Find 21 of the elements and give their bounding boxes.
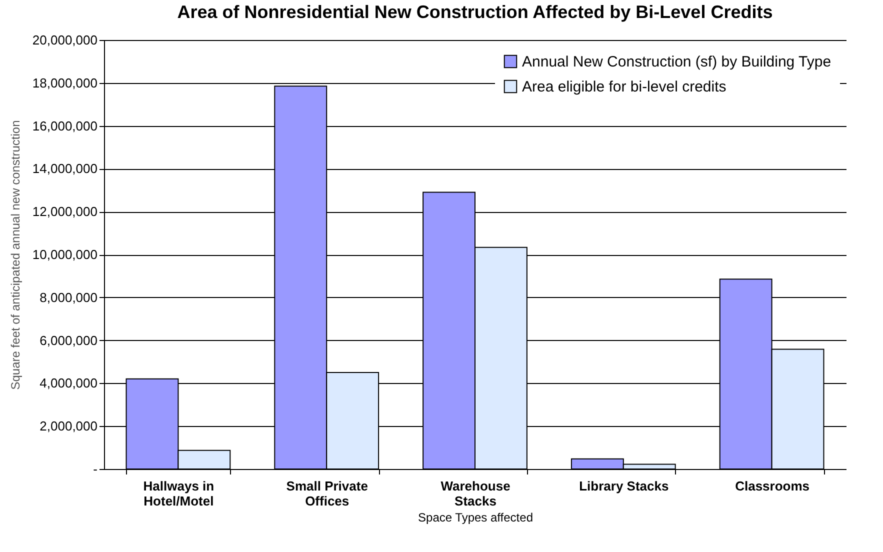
y-axis-title: Square feet of anticipated annual new construction: [8, 120, 22, 390]
x-tick-label: Warehouse Stacks: [440, 478, 510, 508]
y-tick-label: 12,000,000: [32, 204, 98, 220]
chart-title: Area of Nonresidential New Construction Affected by Bi-Level Credits: [177, 2, 773, 22]
x-tick-label: Hallways in Hotel/Motel: [143, 478, 214, 508]
y-tick-label: 10,000,000: [32, 247, 98, 262]
y-tick-label: 2,000,000: [40, 418, 98, 434]
y-tick-label: 20,000,000: [32, 32, 98, 48]
legend-label: Area eligible for bi-level credits: [522, 78, 726, 96]
x-tick-label: Small Private Offices: [286, 478, 368, 508]
legend-label: Annual New Construction (sf) by Building Type: [522, 54, 832, 70]
x-tick-label: Library Stacks: [579, 478, 669, 494]
y-tick-label: 4,000,000: [40, 376, 98, 391]
y-tick-label: 14,000,000: [32, 161, 98, 176]
y-tick-label: -: [93, 462, 98, 476]
y-tick-label: 16,000,000: [32, 118, 98, 134]
x-axis-title: Space Types affected: [418, 510, 533, 524]
y-tick-label: 8,000,000: [40, 290, 98, 305]
y-tick-label: 18,000,000: [32, 75, 98, 90]
y-tick-label: 6,000,000: [40, 332, 98, 348]
x-tick-label: Classrooms: [735, 478, 810, 494]
